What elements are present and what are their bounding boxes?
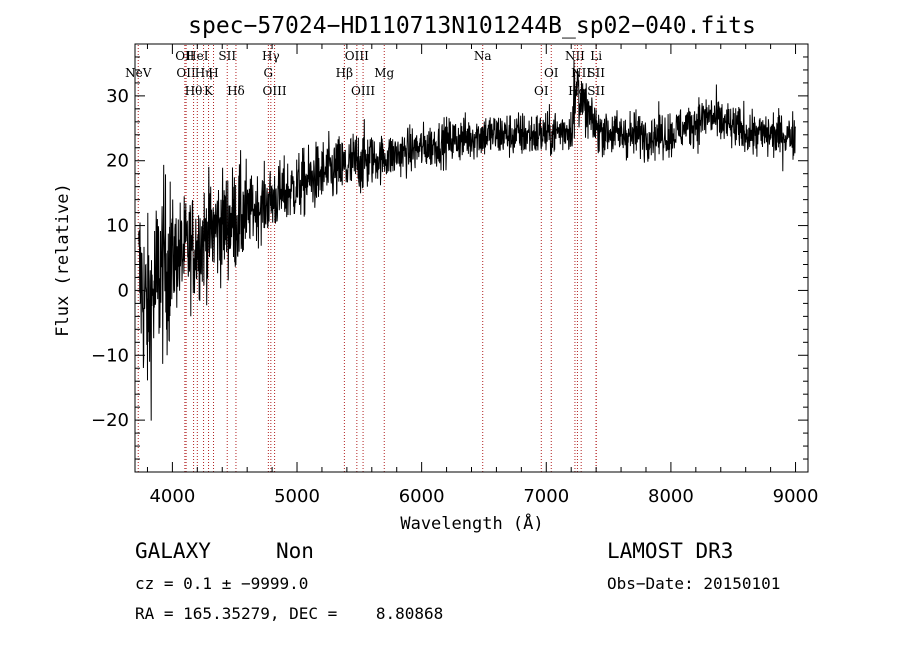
line-label: SII bbox=[218, 49, 236, 63]
line-label: NeV bbox=[125, 66, 152, 80]
x-tick-label: 4000 bbox=[149, 486, 195, 507]
x-tick-label: 7000 bbox=[523, 486, 569, 507]
line-label: SII bbox=[587, 84, 605, 98]
line-label: OI bbox=[534, 84, 549, 98]
redshift-readout: cz = 0.1 ± −9999.0 bbox=[135, 574, 309, 593]
spectrum-group bbox=[138, 59, 796, 421]
chart-title: spec−57024−HD110713N101244B_sp02−040.fit… bbox=[188, 13, 756, 39]
coordinates-readout: RA = 165.35279, DEC = 8.80868 bbox=[135, 604, 444, 623]
y-tick-label: 20 bbox=[106, 151, 129, 172]
line-label: Hβ bbox=[336, 66, 353, 80]
x-tick-label: 8000 bbox=[648, 486, 694, 507]
line-label: OIII bbox=[345, 49, 369, 63]
line-label: Li bbox=[590, 49, 602, 63]
line-label: NII bbox=[571, 66, 591, 80]
y-tick-label: 10 bbox=[106, 216, 129, 237]
line-label: Mg bbox=[374, 66, 394, 80]
line-label: NII bbox=[565, 49, 585, 63]
line-label: OI bbox=[544, 66, 559, 80]
line-label: OII bbox=[176, 66, 196, 80]
x-tick-label: 9000 bbox=[773, 486, 819, 507]
line-label: K bbox=[204, 84, 214, 98]
line-label: OIII bbox=[351, 84, 375, 98]
line-label: HeI bbox=[186, 49, 209, 63]
x-axis-label: Wavelength (Å) bbox=[400, 512, 543, 534]
y-axis-label: Flux (relative) bbox=[53, 183, 73, 337]
object-class: GALAXY bbox=[135, 539, 211, 563]
line-label: H bbox=[208, 66, 218, 80]
x-tick-label: 6000 bbox=[399, 486, 445, 507]
line-label: Hθ bbox=[185, 84, 203, 98]
y-tick-label: 0 bbox=[118, 280, 129, 301]
line-label: Hδ bbox=[227, 84, 245, 98]
line-label: OIII bbox=[263, 84, 287, 98]
observation-date: Obs−Date: 20150101 bbox=[607, 574, 781, 593]
y-axis: −20 −10 0 10 20 30 bbox=[91, 56, 808, 460]
line-label: Hη bbox=[195, 66, 213, 80]
line-label: Na bbox=[474, 49, 492, 63]
y-tick-label: 30 bbox=[106, 86, 129, 107]
line-label: Hγ bbox=[262, 49, 280, 63]
x-tick-label: 5000 bbox=[274, 486, 320, 507]
line-label: OII bbox=[175, 49, 195, 63]
survey-name: LAMOST DR3 bbox=[607, 539, 734, 563]
object-subclass: Non bbox=[276, 539, 314, 563]
spectrum-trace bbox=[138, 59, 796, 421]
y-tick-label: −10 bbox=[91, 345, 129, 366]
y-tick-label: −20 bbox=[91, 410, 129, 431]
x-axis: 4000 5000 6000 7000 8000 9000 bbox=[146, 44, 819, 507]
line-label: G bbox=[264, 66, 274, 80]
